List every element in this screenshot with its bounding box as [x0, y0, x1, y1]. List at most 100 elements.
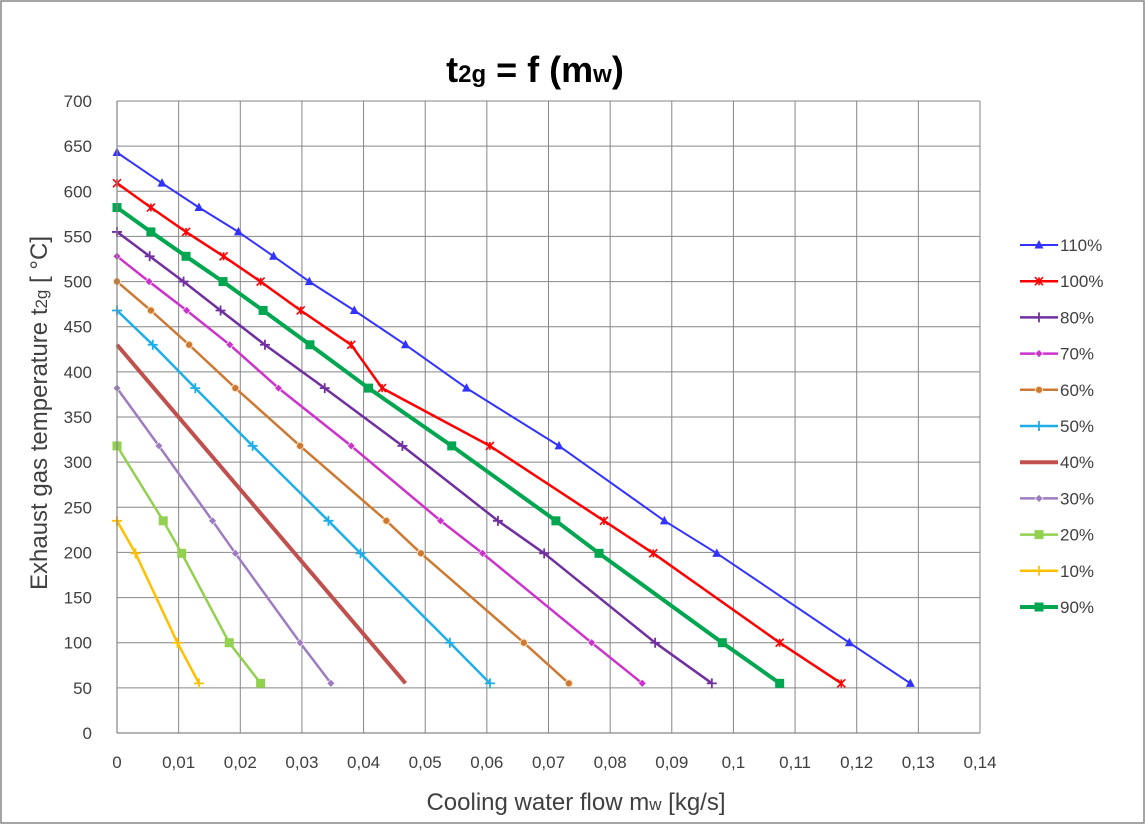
data-point	[295, 441, 305, 450]
legend-item: 10%	[1020, 562, 1094, 581]
data-point	[346, 441, 356, 451]
data-point	[146, 202, 156, 213]
y-tick-labels: 0 50 100 150 200 250 300 350 400 450 500 550 600 650 7…	[64, 92, 92, 743]
data-point	[717, 638, 727, 648]
legend-item: 70%	[1020, 345, 1094, 364]
y-axis-label: Exhaust gas temperature t2g [ °C]	[26, 236, 53, 590]
data-point	[519, 638, 528, 647]
x-tick-label: 0,11	[779, 753, 811, 772]
data-point	[905, 678, 915, 687]
series-line	[116, 309, 491, 685]
y-tick-label: 400	[64, 363, 92, 382]
legend-item: 90%	[1020, 598, 1094, 617]
data-point	[193, 678, 204, 689]
data-point	[323, 515, 334, 526]
y-tick-label: 650	[64, 137, 92, 156]
data-point	[712, 548, 722, 557]
series-70-pct	[112, 251, 647, 688]
legend-marker	[1034, 493, 1044, 503]
x-tick-label: 0,01	[162, 753, 195, 772]
data-point	[844, 637, 854, 647]
data-point	[355, 548, 366, 559]
series-90-pct	[112, 203, 785, 688]
data-point	[296, 305, 306, 316]
data-point	[247, 440, 258, 451]
data-point	[319, 383, 330, 394]
x-tick-label: 0,14	[963, 753, 996, 772]
series-60-pct	[112, 277, 573, 688]
data-point	[233, 226, 243, 236]
x-tick-label: 0,04	[347, 753, 380, 772]
legend-label: 90%	[1060, 598, 1094, 617]
data-point	[484, 678, 495, 689]
y-tick-label: 250	[64, 498, 92, 517]
data-point	[158, 516, 168, 526]
data-point	[274, 383, 283, 393]
x-tick-label: 0,06	[470, 753, 503, 772]
x-tick-label: 0,1	[722, 753, 746, 772]
data-point	[436, 516, 446, 526]
data-point	[178, 276, 189, 287]
data-point	[225, 340, 235, 350]
legend-item: 60%	[1020, 381, 1094, 400]
x-tick-label: 0	[112, 753, 121, 772]
y-tick-label: 450	[64, 318, 92, 337]
data-point	[256, 277, 266, 287]
legend: 110% 100% 80% 70% 60% 50% 40% 30% 20% 10% 90%	[1020, 236, 1103, 617]
series-100-pct	[112, 178, 846, 688]
data-point	[462, 383, 472, 392]
legend-item: 100%	[1020, 272, 1103, 291]
data-point	[485, 441, 495, 451]
legend-label: 100%	[1060, 272, 1103, 291]
legend-item: 20%	[1020, 526, 1094, 545]
legend-label: 70%	[1060, 345, 1094, 364]
data-point	[478, 548, 487, 558]
data-point	[194, 202, 204, 212]
legend-label: 80%	[1060, 308, 1094, 327]
data-point	[230, 548, 240, 558]
data-point	[447, 441, 457, 451]
data-point	[185, 340, 194, 349]
legend-item: 50%	[1020, 417, 1094, 436]
x-tick-labels: 0 0,01 0,02 0,03 0,04 0,05 0,06 0,07 0,08 0,09 0,1…	[112, 753, 996, 772]
y-tick-label: 500	[64, 273, 92, 292]
data-point	[364, 383, 374, 393]
legend-label: 110%	[1060, 236, 1102, 255]
y-tick-label: 150	[64, 589, 92, 608]
data-point	[444, 637, 455, 648]
data-point	[146, 227, 156, 237]
x-tick-label: 0,05	[409, 753, 442, 772]
data-point	[706, 678, 717, 689]
data-point	[564, 679, 573, 688]
series-80-pct	[112, 226, 717, 689]
x-tick-label: 0,12	[840, 753, 873, 772]
series-line	[116, 255, 643, 685]
data-point	[400, 339, 410, 349]
y-tick-label: 550	[64, 227, 92, 246]
legend-item: 40%	[1020, 453, 1094, 472]
data-point	[594, 548, 604, 558]
series-line	[116, 151, 911, 685]
data-point	[146, 306, 156, 315]
series-40-pct	[115, 343, 408, 685]
legend-label: 40%	[1060, 453, 1094, 472]
data-point	[326, 678, 336, 688]
x-tick-label: 0,09	[655, 753, 688, 772]
data-point	[144, 277, 154, 286]
data-point	[349, 305, 359, 314]
data-point	[269, 251, 279, 260]
data-point	[416, 549, 425, 558]
legend-label: 10%	[1060, 562, 1094, 581]
data-point	[256, 678, 266, 688]
data-point	[551, 516, 561, 526]
series-line	[115, 520, 201, 684]
data-point	[554, 440, 564, 450]
y-tick-label: 200	[64, 543, 92, 562]
data-point	[382, 516, 391, 525]
legend-label: 30%	[1060, 489, 1094, 508]
data-point	[775, 678, 785, 688]
y-tick-label: 600	[64, 182, 92, 201]
data-point	[219, 251, 229, 261]
